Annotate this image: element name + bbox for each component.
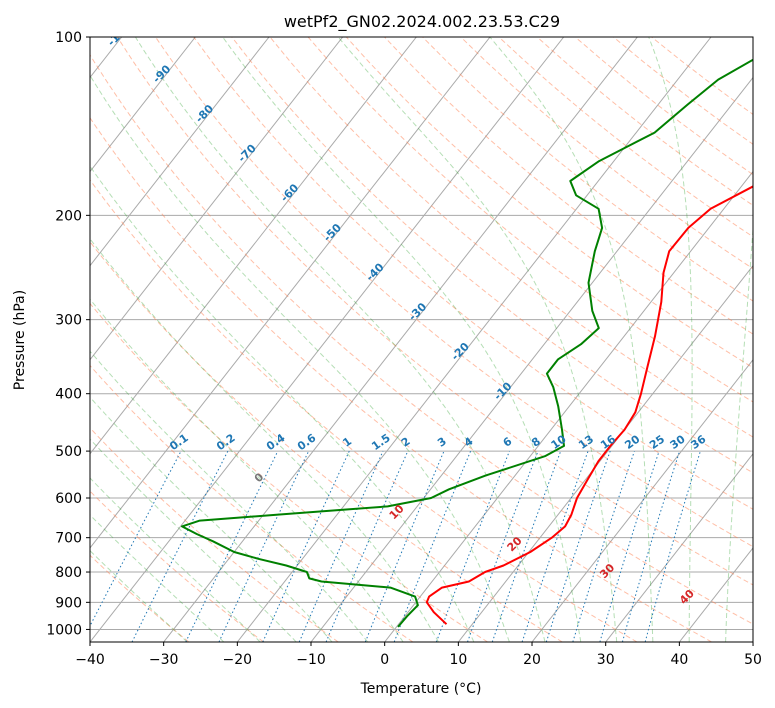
- mixing-ratio-lines: [90, 450, 701, 642]
- isotherm-gridline: [90, 37, 344, 361]
- temperature-profile-line: [425, 185, 753, 625]
- dry-adiabat-line: [90, 364, 414, 642]
- y-tick-label: 100: [55, 30, 82, 46]
- y-axis-ticks: 100 200 300 400 500 600 700 800 900 1000: [46, 30, 90, 638]
- x-tick-label: 30: [597, 652, 615, 668]
- x-tick-label: −30: [149, 652, 179, 668]
- mixing-ratio-line: [521, 450, 589, 642]
- mixing-ratio-line: [131, 450, 229, 642]
- y-axis-label: Pressure (hPa): [12, 290, 28, 390]
- moist-adiabat-line: [90, 350, 369, 642]
- chart-title: wetPf2_GN02.2024.002.23.53.C29: [284, 12, 560, 32]
- dry-adiabat-line: [116, 37, 753, 586]
- mixing-ratio-line: [621, 450, 681, 642]
- dry-adiabat-line: [90, 179, 638, 642]
- isotherm-gridline: [163, 37, 638, 642]
- dry-adiabat-line: [90, 554, 190, 642]
- mixing-ratio-line: [491, 450, 562, 642]
- dry-adiabats: [90, 37, 753, 642]
- isotherm-gridline: [90, 37, 270, 267]
- moist-adiabat-line: [648, 37, 693, 642]
- y-tick-label: 1000: [46, 622, 82, 638]
- y-tick-label: 300: [55, 313, 82, 329]
- dry-adiabat-line: [90, 490, 264, 642]
- isotherm-gridline: [90, 37, 417, 455]
- y-tick-label: 600: [55, 491, 82, 507]
- dewpoint-profile-line: [181, 58, 753, 628]
- dry-adiabat-line: [90, 241, 563, 642]
- mixing-ratio-line: [599, 450, 660, 642]
- plot-frame: [89, 36, 754, 643]
- dry-adiabat-line: [90, 116, 712, 642]
- moist-adiabat-line: [725, 221, 753, 642]
- x-tick-label: 50: [744, 652, 762, 668]
- mixing-ratio-line: [467, 450, 539, 642]
- y-tick-label: 900: [55, 595, 82, 611]
- y-tick-label: 800: [55, 565, 82, 581]
- moist-adiabat-line: [337, 37, 618, 642]
- x-tick-label: −10: [296, 652, 326, 668]
- dry-adiabat-line: [345, 37, 753, 369]
- moist-adiabat-line: [90, 74, 510, 642]
- moist-adiabat-line: [90, 514, 225, 642]
- isotherm-gridline: [605, 453, 753, 642]
- moist-adiabat-line: [489, 37, 654, 642]
- y-tick-label: 400: [55, 387, 82, 403]
- y-tick-label: 500: [55, 444, 82, 460]
- dry-adiabat-line: [90, 427, 339, 642]
- x-tick-label: 0: [380, 652, 389, 668]
- x-tick-label: 10: [449, 652, 467, 668]
- x-tick-label: 40: [670, 652, 688, 668]
- mixing-ratio-line: [325, 450, 409, 642]
- moist-adiabat-line: [90, 298, 404, 642]
- x-tick-label: −20: [223, 652, 253, 668]
- x-tick-label: −40: [75, 652, 105, 668]
- moist-adiabat-line: [90, 165, 475, 642]
- dry-adiabat-line: [231, 37, 753, 474]
- isotherm-gridline: [531, 358, 753, 642]
- isotherm-gridline: [90, 37, 565, 642]
- dry-adiabat-line: [307, 37, 753, 403]
- isotherm-gridline: [90, 37, 196, 173]
- x-axis-label: Temperature (°C): [360, 681, 482, 697]
- moist-adiabat-line: [134, 37, 546, 642]
- y-tick-label: 200: [55, 208, 82, 224]
- x-tick-label: 20: [523, 652, 541, 668]
- isotherm-label: -100: [105, 20, 134, 49]
- dry-adiabat-line: [155, 37, 753, 548]
- moist-adiabats: [90, 37, 753, 642]
- isotherm-gridline: [236, 37, 712, 642]
- isotherm-gridline: [384, 170, 753, 642]
- sounding-series: [181, 58, 753, 628]
- isotherm-gridline: [457, 264, 753, 642]
- mixing-ratio-line: [644, 450, 701, 642]
- moist-adiabat-line: [90, 238, 439, 642]
- dry-adiabat-line: [90, 302, 488, 642]
- mixing-ratio-line: [364, 450, 445, 642]
- x-axis-ticks: −40 −30 −20 −10 0 10 20 30 40 50: [75, 642, 762, 668]
- mixing-ratio-line: [435, 450, 510, 642]
- mixing-ratio-line: [572, 450, 635, 642]
- moist-adiabat-line: [90, 477, 261, 642]
- y-tick-label: 700: [55, 531, 82, 547]
- mixing-ratio-line: [393, 450, 472, 642]
- moist-adiabat-line: [222, 37, 582, 642]
- mixing-ratio-line: [298, 450, 384, 642]
- isotherm-gridline: [90, 37, 491, 549]
- dry-adiabat-line: [193, 37, 753, 510]
- mixing-ratio-line: [545, 450, 611, 642]
